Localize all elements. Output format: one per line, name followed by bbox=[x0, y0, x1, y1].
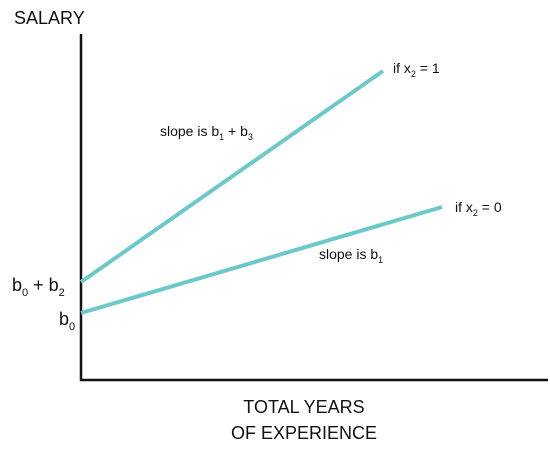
intercept-low-label: b0 bbox=[59, 309, 75, 333]
line-x2-equals-1 bbox=[79, 69, 385, 284]
slope-lower-sub: 1 bbox=[378, 255, 383, 265]
slope-upper-label: slope is b1 + b3 bbox=[160, 123, 253, 142]
intercept-high-plus: + b bbox=[28, 275, 59, 295]
intercept-low-sub: 0 bbox=[69, 321, 75, 333]
intercept-high-label: b0 + b2 bbox=[12, 275, 65, 299]
label-if-x2-0-suffix: = 0 bbox=[478, 199, 502, 215]
intercept-high-sub0: 0 bbox=[22, 287, 28, 299]
line-x2-equals-0 bbox=[80, 205, 443, 315]
intercept-high-b0: b bbox=[12, 275, 22, 295]
slope-upper-plus: + b bbox=[224, 123, 248, 139]
y-axis-label: SALARY bbox=[14, 8, 85, 28]
label-if-x2-1-sub: 2 bbox=[411, 69, 416, 79]
intercept-high-sub2: 2 bbox=[59, 287, 65, 299]
slope-lower-prefix: slope is b bbox=[319, 246, 378, 262]
slope-lower-label: slope is b1 bbox=[319, 246, 383, 265]
label-if-x2-1-suffix: = 1 bbox=[416, 60, 440, 76]
slope-upper-sub3: 3 bbox=[248, 132, 253, 142]
label-if-x2-0-prefix: if x bbox=[455, 199, 473, 215]
label-if-x2-equals-1: if x2 = 1 bbox=[393, 60, 440, 79]
x-axis-label-line1: TOTAL YEARS bbox=[243, 397, 364, 417]
slope-upper-sub1: 1 bbox=[219, 132, 224, 142]
label-if-x2-equals-0: if x2 = 0 bbox=[455, 199, 502, 218]
label-if-x2-0-sub: 2 bbox=[473, 208, 478, 218]
label-if-x2-1-prefix: if x bbox=[393, 60, 411, 76]
x-axis-label-line2: OF EXPERIENCE bbox=[231, 423, 377, 443]
intercept-low-b: b bbox=[59, 309, 69, 329]
slope-upper-prefix: slope is b bbox=[160, 123, 219, 139]
